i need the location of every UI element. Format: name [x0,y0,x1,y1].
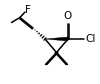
Text: F: F [25,5,30,15]
Text: Cl: Cl [85,34,95,44]
Polygon shape [45,37,68,41]
Text: O: O [64,11,72,21]
